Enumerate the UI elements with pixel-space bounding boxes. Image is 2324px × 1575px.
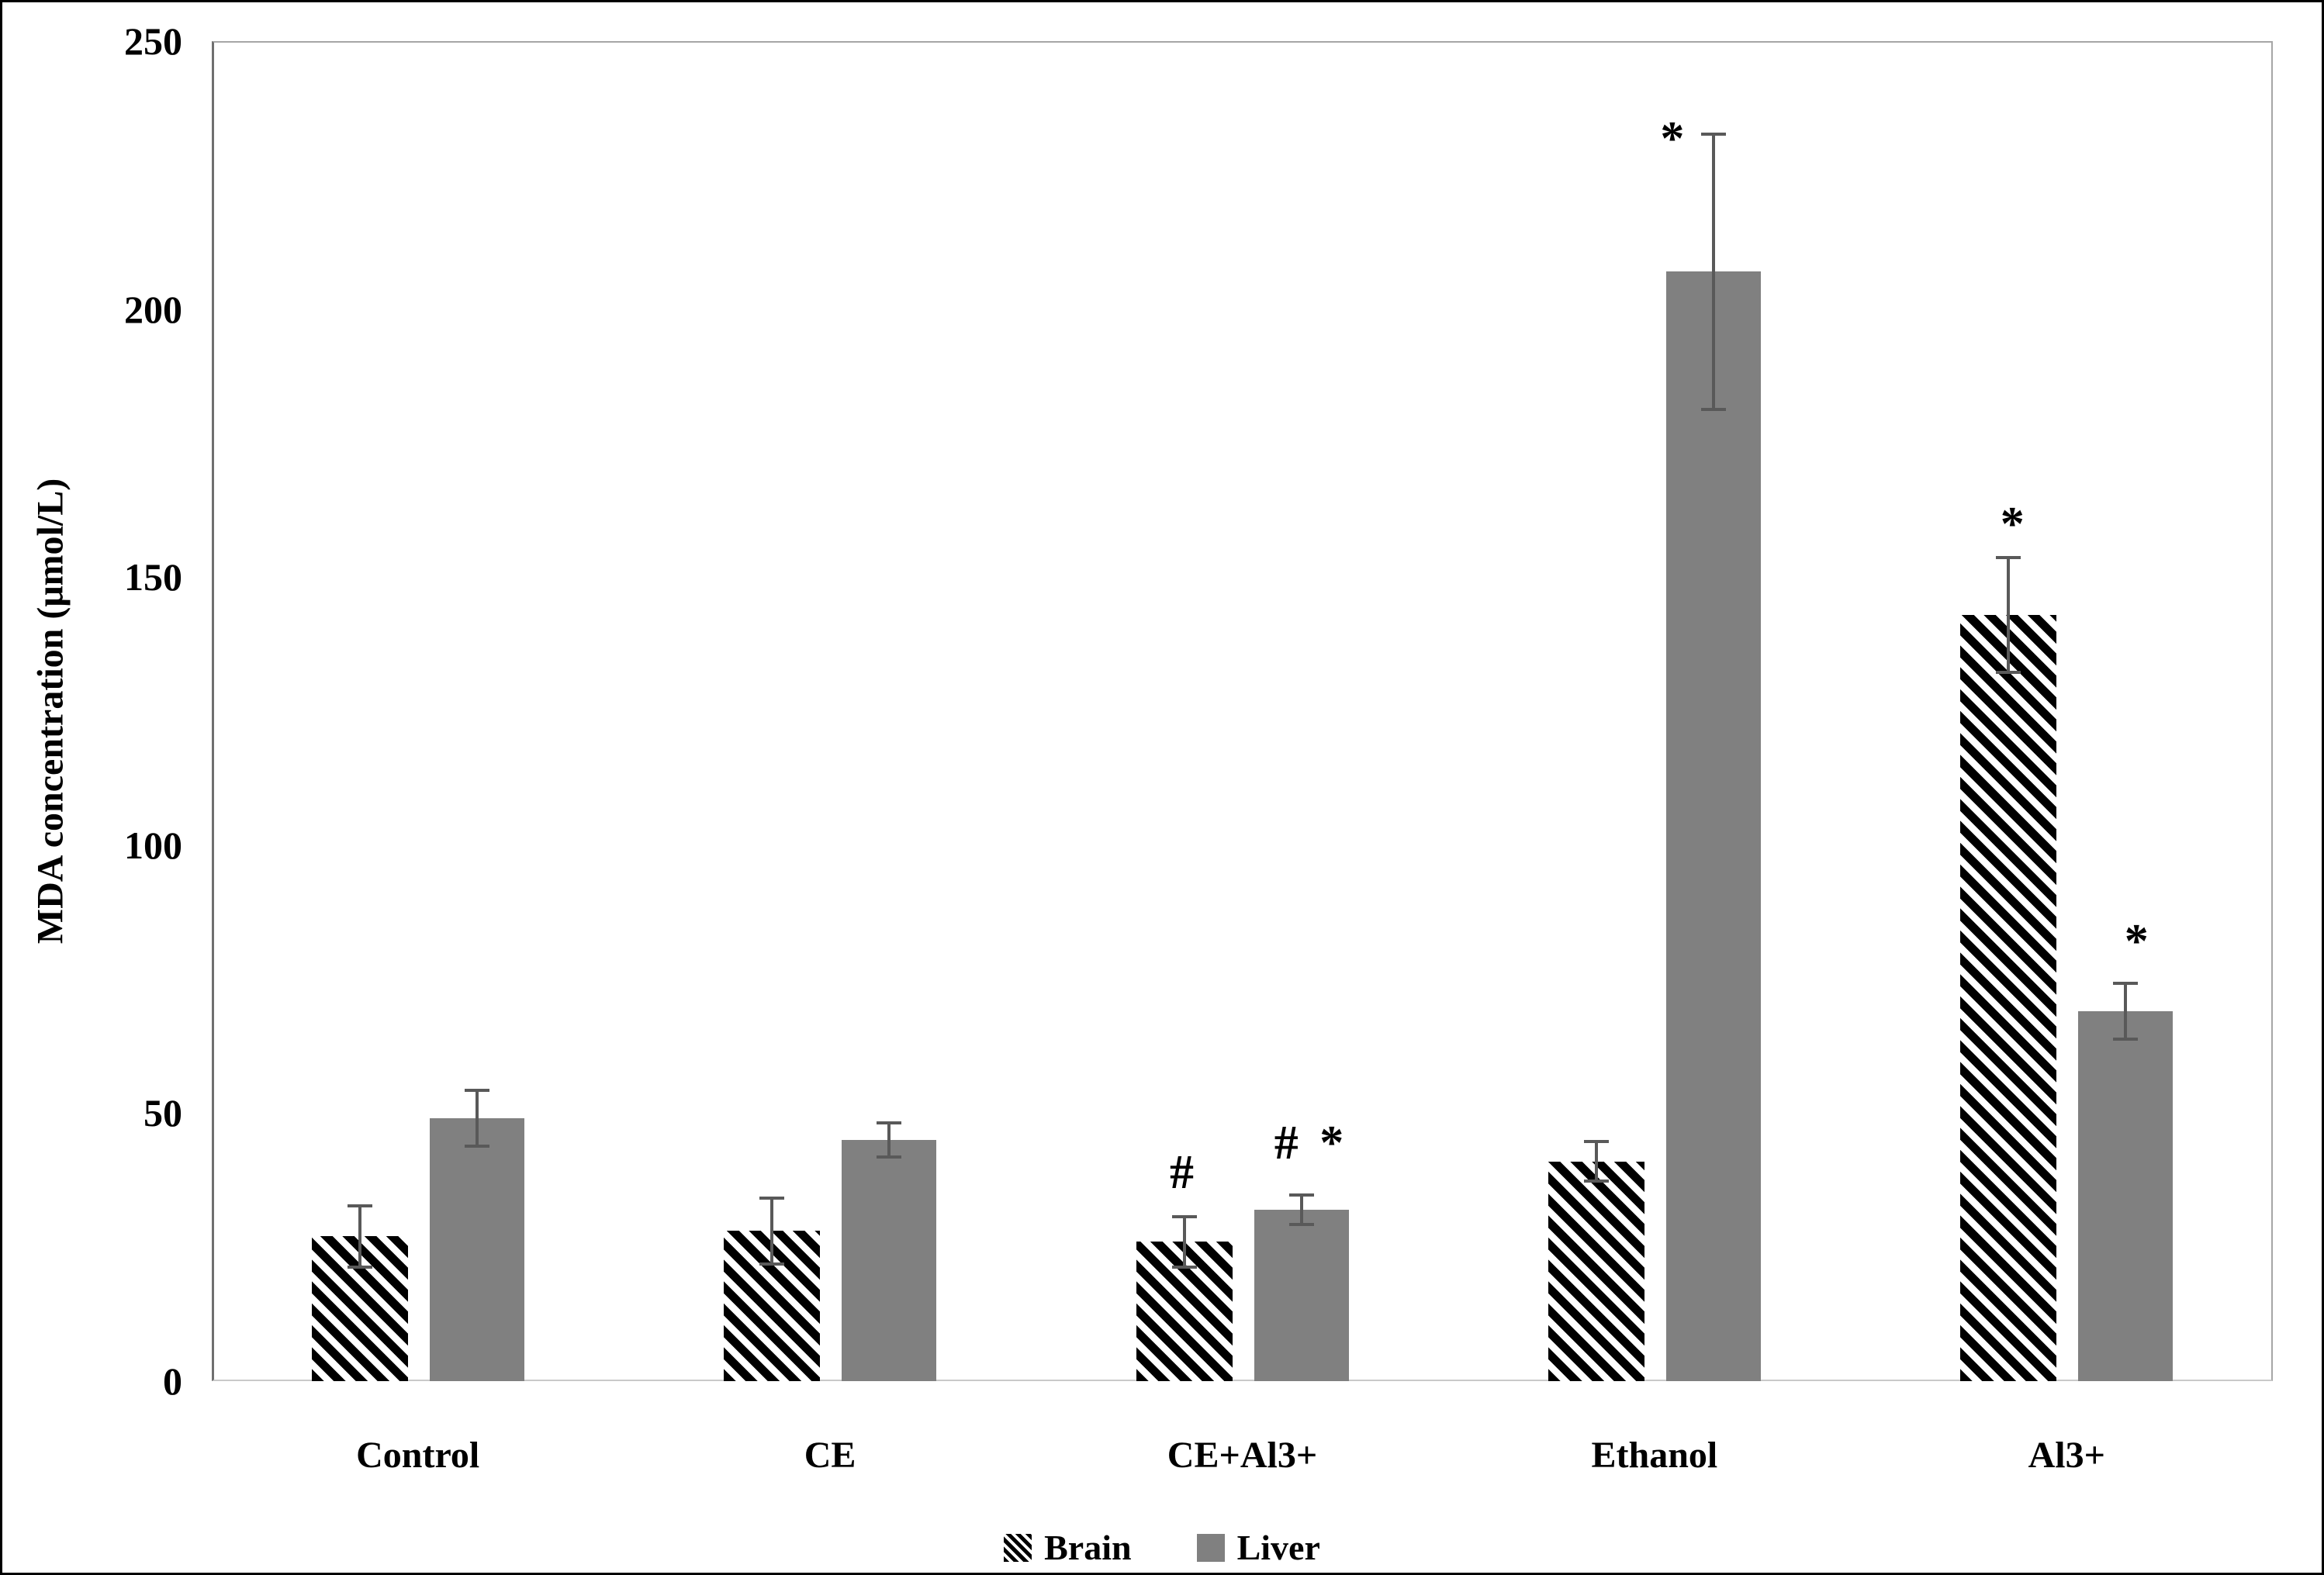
- error-bar-liver-control: [464, 1089, 489, 1148]
- plot-area: [212, 41, 2273, 1381]
- bar-brain-ethanol: [1548, 1161, 1644, 1381]
- y-tick-label: 0: [163, 1359, 182, 1403]
- x-category-label: CE: [804, 1435, 856, 1476]
- y-tick-label: 200: [124, 287, 182, 331]
- bar-liver-ethanol: [1665, 271, 1761, 1381]
- error-bar-brain-ce+al3+: [1171, 1214, 1197, 1269]
- significance-annotation: *: [2124, 915, 2153, 969]
- liver-solid-swatch-icon: [1196, 1534, 1225, 1562]
- y-tick-label: 100: [124, 823, 182, 867]
- error-bar-liver-ethanol: [1700, 132, 1726, 411]
- legend-label-brain: Brain: [1044, 1528, 1132, 1567]
- significance-annotation: #: [1170, 1145, 1198, 1199]
- legend: Brain Liver: [2, 1530, 2322, 1566]
- significance-annotation: *: [1660, 112, 1689, 165]
- error-bar-liver-al3+: [2113, 982, 2139, 1041]
- significance-annotation: *: [2000, 497, 2029, 551]
- legend-item-brain: Brain: [1004, 1528, 1132, 1567]
- bar-liver-ce: [842, 1139, 937, 1381]
- bar-liver-ce+al3+: [1254, 1209, 1349, 1381]
- significance-annotation: # *: [1274, 1117, 1349, 1170]
- brain-hatch-swatch-icon: [1004, 1534, 1032, 1562]
- y-tick-label: 250: [124, 19, 182, 63]
- y-axis-title: MDA concentration (μmol/L): [29, 478, 71, 945]
- bar-liver-al3+: [2078, 1011, 2174, 1381]
- bar-liver-control: [429, 1118, 524, 1381]
- x-category-label: Control: [356, 1435, 480, 1476]
- error-bar-brain-ethanol: [1583, 1139, 1609, 1183]
- legend-item-liver: Liver: [1196, 1528, 1320, 1567]
- error-bar-liver-ce: [877, 1121, 902, 1159]
- error-bar-brain-control: [347, 1204, 372, 1269]
- y-tick-label: 150: [124, 555, 182, 599]
- error-bar-brain-ce: [759, 1196, 785, 1266]
- x-category-label: Ethanol: [1591, 1435, 1718, 1476]
- error-bar-liver-ce+al3+: [1288, 1193, 1314, 1226]
- legend-label-liver: Liver: [1236, 1528, 1320, 1567]
- y-tick-label: 50: [144, 1091, 182, 1135]
- error-bar-brain-al3+: [1996, 555, 2021, 674]
- x-category-label: CE+Al3+: [1167, 1435, 1318, 1476]
- x-category-label: Al3+: [2028, 1435, 2105, 1476]
- bar-brain-al3+: [1960, 614, 2057, 1381]
